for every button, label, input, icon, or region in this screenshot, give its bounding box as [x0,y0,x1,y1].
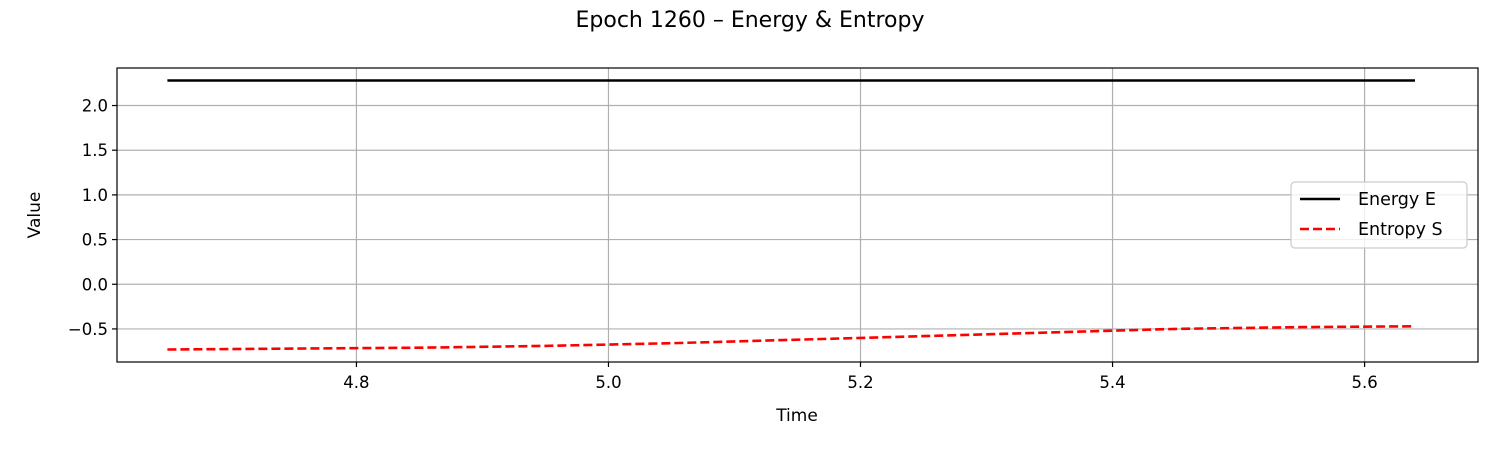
y-axis-label: Value [25,192,45,239]
legend: Energy E Entropy S [1290,181,1468,249]
x-tick-label: 4.8 [343,373,369,392]
y-tick-label: 2.0 [82,97,108,116]
legend-label: Energy E [1358,190,1436,210]
y-tick-label: −0.5 [68,320,108,339]
x-axis-label: Time [775,406,818,426]
plot-frame [116,67,1479,363]
chart-title: Epoch 1260 – Energy & Entropy [576,8,925,33]
x-tick-label: 5.2 [847,373,873,392]
y-tick-label: 0.0 [82,275,108,294]
series-line-entropy [167,325,1416,351]
x-tick-label: 5.0 [595,373,621,392]
legend-label: Entropy S [1358,220,1443,240]
ticks: 4.8 5.0 5.2 5.4 5.6 −0.5 0.0 0.5 1.0 1.5 2.0 [68,97,1378,392]
series-layer [167,79,1416,351]
y-tick-label: 1.0 [82,186,108,205]
grid [117,68,1478,362]
x-tick-label: 5.6 [1351,373,1377,392]
y-tick-label: 1.5 [82,141,108,160]
y-tick-label: 0.5 [82,231,108,250]
x-tick-label: 5.4 [1099,373,1125,392]
